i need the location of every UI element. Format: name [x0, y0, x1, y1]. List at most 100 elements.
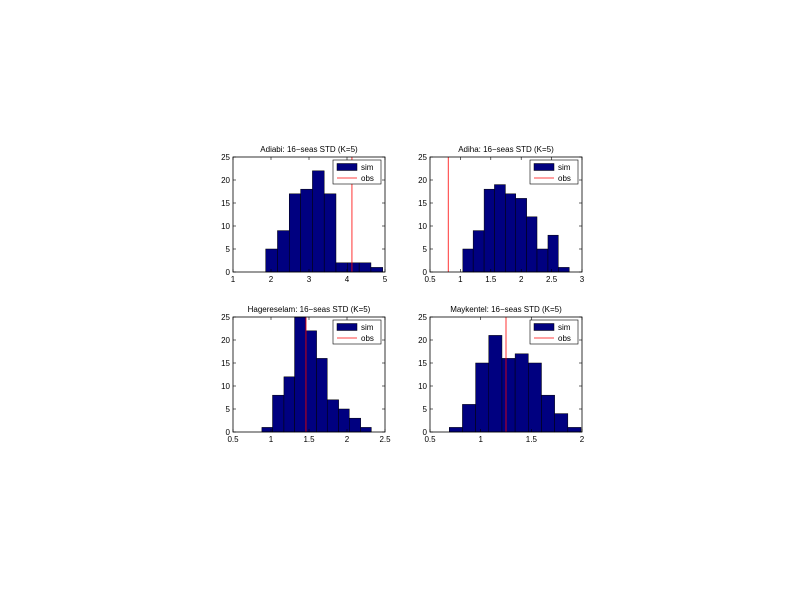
histogram-bar — [335, 262, 348, 273]
y-tick-label: 10 — [221, 382, 230, 391]
histogram-bar — [462, 248, 474, 273]
y-tick-label: 20 — [221, 336, 230, 345]
histogram-bar — [494, 184, 506, 273]
legend-label-obs: obs — [361, 174, 374, 183]
chart-title: Adiha: 16−seas STD (K=5) — [458, 145, 554, 154]
y-tick-label: 0 — [226, 428, 231, 437]
x-tick-label: 2.5 — [379, 435, 391, 444]
histogram-bar — [277, 230, 290, 273]
y-tick-label: 0 — [423, 268, 428, 277]
legend: sim obs — [332, 319, 382, 345]
histogram-bar — [505, 193, 516, 273]
histogram-bar — [305, 330, 317, 433]
x-tick-label: 4 — [345, 275, 350, 284]
histogram-bar — [283, 376, 295, 433]
histogram-bar — [316, 358, 328, 433]
histogram-bar — [326, 399, 339, 433]
histogram-bar — [501, 358, 516, 433]
x-tick-label: 2 — [269, 275, 274, 284]
histogram-bar — [347, 262, 360, 273]
axes-frame — [429, 156, 583, 273]
legend-label-obs: obs — [558, 334, 571, 343]
legend: sim obs — [332, 159, 382, 185]
y-tick-label: 15 — [418, 359, 427, 368]
x-tick-label: 2.5 — [546, 275, 558, 284]
y-tick-label: 5 — [226, 405, 231, 414]
histogram-bar — [272, 394, 285, 433]
chart-title: Maykentel: 16−seas STD (K=5) — [450, 305, 562, 314]
x-tick-label: 0.5 — [424, 435, 436, 444]
histogram-panel-2: 0.5 1 1.5 2 2.5 3 0 5 10 15 20 25 Adiha: 16−seas STD… — [418, 145, 585, 284]
histogram-bar — [475, 362, 490, 433]
axes-frame — [429, 316, 583, 433]
y-tick-label: 0 — [226, 268, 231, 277]
legend: sim obs — [529, 159, 579, 185]
y-tick-label: 10 — [418, 222, 427, 231]
histogram-bar — [488, 335, 503, 433]
histogram-bar — [358, 262, 372, 273]
histogram-bar — [515, 198, 527, 273]
x-tick-label: 1 — [458, 275, 463, 284]
histogram-bar — [449, 427, 463, 433]
y-tick-label: 15 — [221, 359, 230, 368]
histogram-bar — [312, 170, 325, 273]
x-tick-label: 1 — [269, 435, 274, 444]
histogram-bar — [349, 417, 361, 433]
histogram-bar — [541, 394, 555, 433]
y-tick-label: 25 — [418, 153, 427, 162]
histogram-bar — [567, 427, 582, 433]
y-tick-label: 10 — [418, 382, 427, 391]
legend-swatch-sim — [336, 323, 358, 331]
x-tick-label: 1.5 — [526, 435, 538, 444]
histogram-bar — [294, 316, 307, 433]
y-tick-label: 0 — [423, 428, 428, 437]
chart-title: Adiabi: 16−seas STD (K=5) — [260, 145, 358, 154]
x-tick-label: 1 — [231, 275, 236, 284]
y-tick-label: 5 — [423, 245, 428, 254]
y-tick-label: 5 — [423, 405, 428, 414]
histogram-bar — [514, 353, 529, 433]
histogram-bar — [360, 427, 372, 433]
histogram-bar — [554, 413, 569, 433]
y-tick-label: 25 — [221, 313, 230, 322]
histogram-panel-1: 1 2 3 4 5 0 5 10 15 20 25 Adiabi: 16−seas STD (K=5)… — [221, 145, 388, 284]
y-tick-label: 20 — [418, 176, 427, 185]
x-tick-label: 3 — [580, 275, 585, 284]
y-tick-label: 25 — [418, 313, 427, 322]
histogram-bar — [370, 267, 383, 273]
histogram-bar — [536, 248, 549, 273]
legend-label-sim: sim — [558, 323, 571, 332]
legend: sim obs — [529, 319, 579, 345]
y-tick-label: 25 — [221, 153, 230, 162]
x-tick-label: 1.5 — [485, 275, 497, 284]
x-tick-label: 2 — [519, 275, 524, 284]
legend-label-sim: sim — [361, 323, 374, 332]
histogram-panel-3: 0.5 1 1.5 2 2.5 0 5 10 15 20 25 Hagereselam: 16−sea… — [221, 305, 391, 444]
histogram-bar — [300, 188, 313, 273]
histogram-bar — [483, 188, 495, 273]
legend-swatch-sim — [533, 163, 555, 171]
legend-swatch-sim — [336, 163, 358, 171]
y-tick-label: 20 — [418, 336, 427, 345]
x-tick-label: 1.5 — [303, 435, 315, 444]
y-tick-label: 20 — [221, 176, 230, 185]
x-tick-label: 0.5 — [424, 275, 436, 284]
histogram-bar — [338, 408, 350, 433]
legend-swatch-sim — [533, 323, 555, 331]
legend-label-obs: obs — [361, 334, 374, 343]
chart-title: Hagereselam: 16−seas STD (K=5) — [248, 305, 371, 314]
legend-label-sim: sim — [361, 163, 374, 172]
y-tick-label: 15 — [221, 199, 230, 208]
y-tick-label: 10 — [221, 222, 230, 231]
x-tick-label: 2 — [345, 435, 350, 444]
legend-label-obs: obs — [558, 174, 571, 183]
x-tick-label: 1 — [478, 435, 483, 444]
histogram-bar — [265, 248, 278, 273]
histogram-bar — [547, 234, 559, 273]
x-tick-label: 0.5 — [227, 435, 239, 444]
x-tick-label: 2 — [580, 435, 585, 444]
y-tick-label: 15 — [418, 199, 427, 208]
histogram-bar — [472, 230, 485, 273]
